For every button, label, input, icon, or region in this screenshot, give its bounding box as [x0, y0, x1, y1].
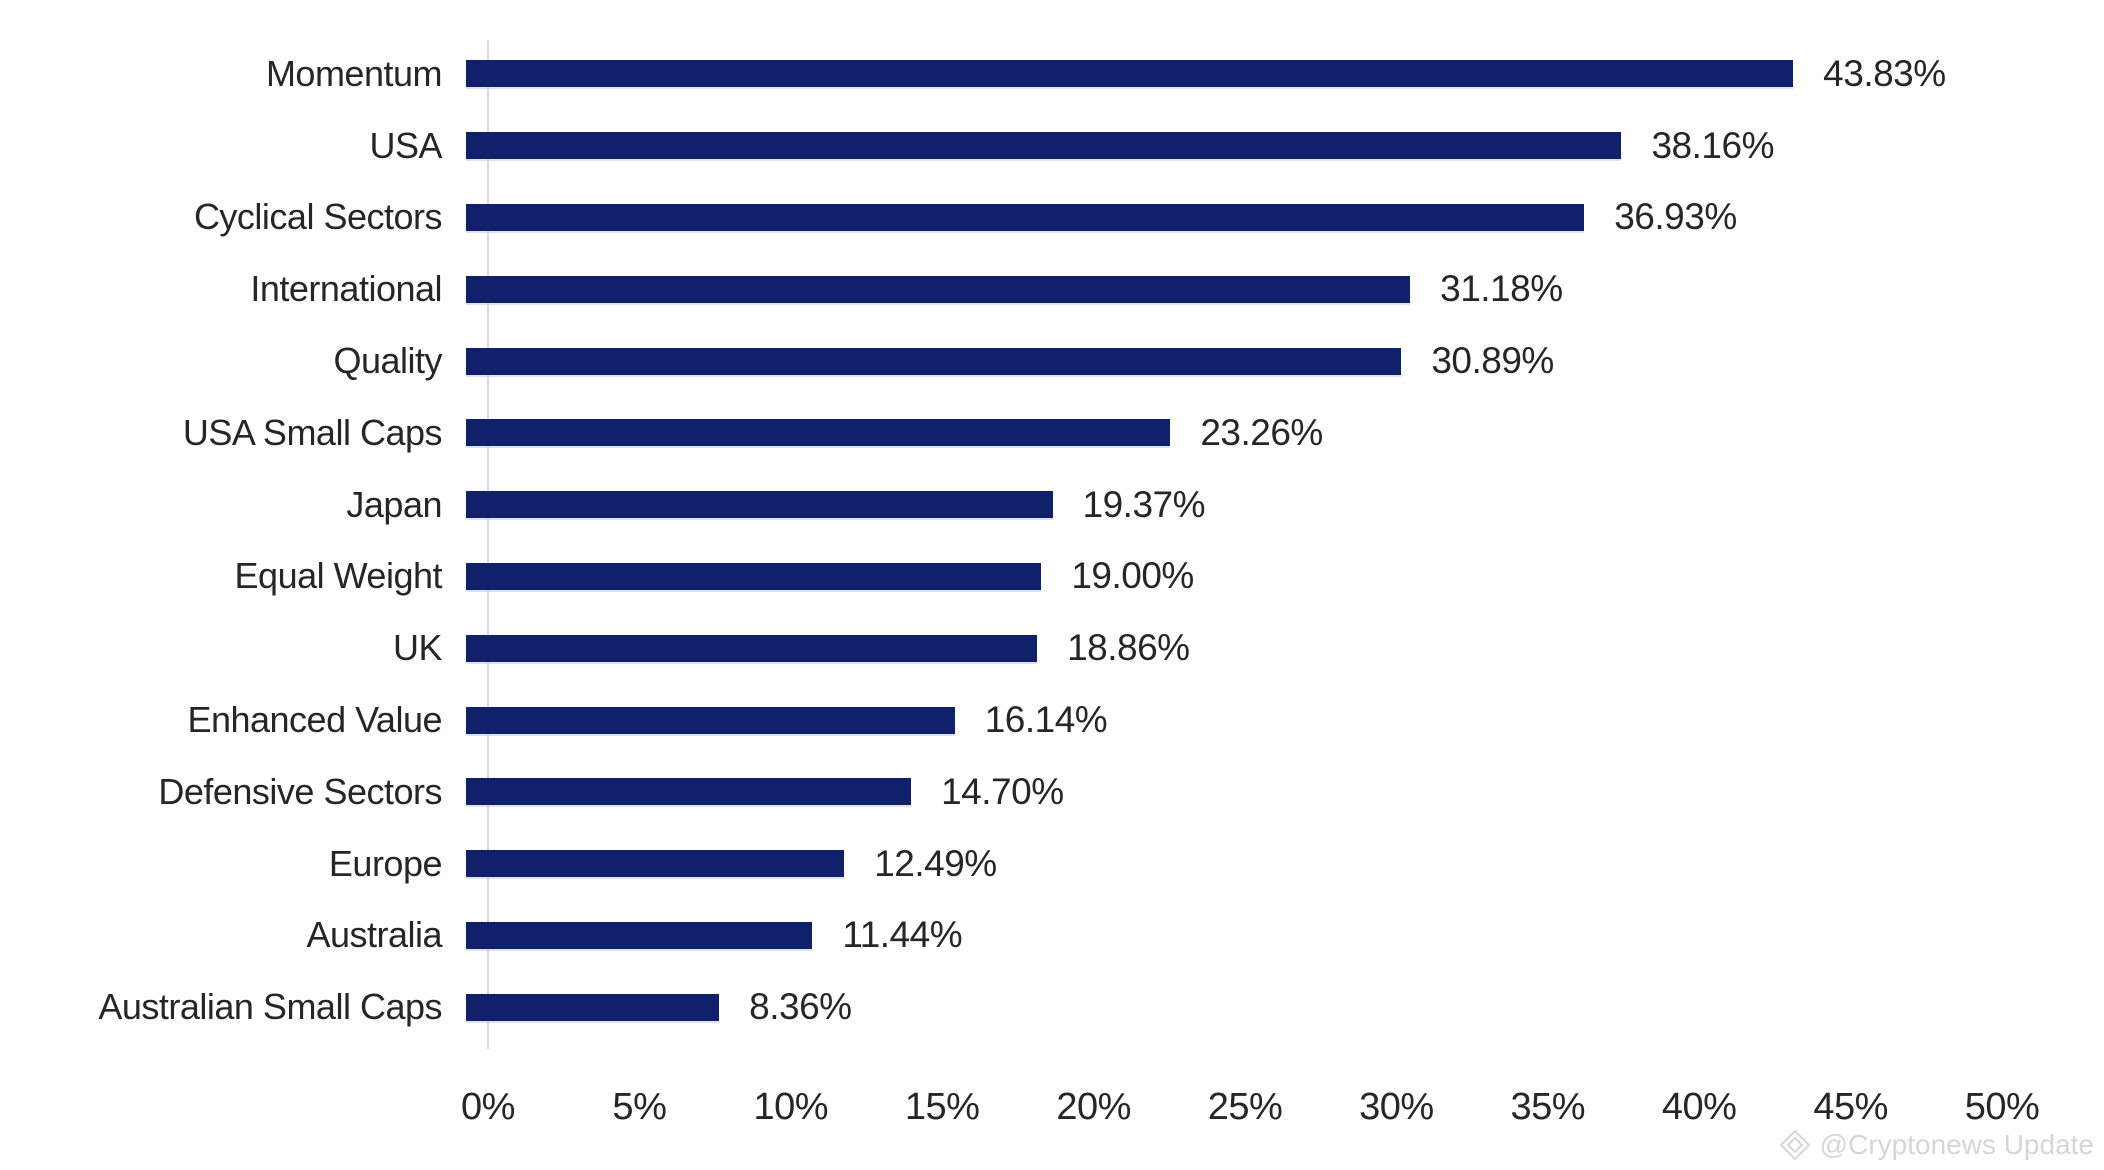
value-label: 14.70%: [941, 770, 1064, 812]
value-label: 12.49%: [874, 842, 997, 884]
watermark: @Cryptonews Update: [1778, 1128, 2094, 1162]
chart-row: Australia 11.44%: [0, 900, 2104, 972]
category-label: USA Small Caps: [182, 411, 443, 453]
category-label: UK: [392, 627, 443, 669]
x-tick-label: 10%: [753, 1086, 829, 1128]
chart-row: Europe 12.49%: [0, 828, 2104, 900]
value-label: 19.00%: [1071, 555, 1194, 597]
value-label: 38.16%: [1651, 124, 1774, 166]
bar-area: 11.44%: [466, 900, 1980, 972]
bar-area: 30.89%: [466, 325, 1980, 397]
bar-area: 14.70%: [466, 756, 1980, 828]
x-tick-label: 50%: [1964, 1086, 2040, 1128]
value-label: 31.18%: [1440, 268, 1563, 310]
value-label: 18.86%: [1067, 627, 1190, 669]
x-tick-label: 25%: [1207, 1086, 1283, 1128]
category-label: Cyclical Sectors: [193, 196, 443, 238]
chart-rows: Momentum 43.83% USA 38.16% Cyclical Sectors 3…: [0, 38, 2104, 1043]
category-label: Japan: [346, 483, 442, 525]
chart-row: Momentum 43.83%: [0, 38, 2104, 110]
chart-row: USA Small Caps 23.26%: [0, 397, 2104, 469]
category-label: Momentum: [265, 52, 443, 94]
x-axis: 0% 5% 10% 15% 20% 25% 30% 35% 40% 45% 50%: [461, 1086, 2040, 1146]
category-label: Quality: [333, 340, 442, 382]
watermark-text: @Cryptonews Update: [1819, 1129, 2094, 1160]
chart-row: Enhanced Value 16.14%: [0, 684, 2104, 756]
value-label: 19.37%: [1082, 483, 1206, 525]
chart-row: Defensive Sectors 14.70%: [0, 756, 2104, 828]
bar-area: 18.86%: [466, 612, 1980, 684]
category-label: Enhanced Value: [187, 699, 442, 741]
bar: [466, 778, 912, 806]
chart-row: UK 18.86%: [0, 612, 2104, 684]
chart-row: Japan 19.37%: [0, 469, 2104, 541]
bar: [466, 203, 1585, 231]
category-label: Australia: [306, 914, 442, 956]
diamond-icon: [1778, 1128, 1812, 1162]
category-label: Europe: [328, 842, 443, 884]
bar-area: 38.16%: [466, 110, 1980, 182]
bar: [466, 634, 1038, 662]
bar-area: 31.18%: [466, 253, 1980, 325]
chart-row: International 31.18%: [0, 253, 2104, 325]
value-label: 43.83%: [1823, 52, 1946, 94]
bar: [466, 993, 720, 1021]
bar-area: 16.14%: [466, 684, 1980, 756]
category-label: USA: [369, 124, 442, 166]
value-label: 36.93%: [1614, 196, 1737, 238]
bar: [466, 347, 1402, 375]
bar: [466, 275, 1411, 303]
chart-row: Australian Small Caps 8.36%: [0, 971, 2104, 1043]
chart-row: Equal Weight 19.00%: [0, 541, 2104, 613]
category-label: Equal Weight: [234, 555, 443, 597]
x-tick-label: 15%: [904, 1086, 980, 1128]
x-tick-label: 5%: [612, 1086, 667, 1128]
x-tick-label: 0%: [461, 1086, 515, 1128]
bar: [466, 921, 813, 949]
y-axis-line: [487, 40, 489, 1049]
category-label: Australian Small Caps: [98, 986, 442, 1028]
value-label: 23.26%: [1200, 411, 1323, 453]
bar-area: 8.36%: [466, 971, 1980, 1043]
bar-area: 12.49%: [466, 828, 1980, 900]
category-label: International: [250, 268, 442, 310]
bar: [466, 132, 1622, 160]
chart-row: USA 38.16%: [0, 110, 2104, 182]
category-label: Defensive Sectors: [158, 770, 442, 812]
bar: [466, 706, 955, 734]
value-label: 8.36%: [749, 986, 852, 1028]
bar: [466, 850, 845, 878]
bar: [466, 60, 1794, 88]
bar-area: 19.37%: [466, 469, 1980, 541]
bar: [466, 491, 1053, 519]
x-tick-label: 20%: [1056, 1086, 1131, 1128]
value-label: 16.14%: [984, 699, 1108, 741]
x-tick-label: 35%: [1510, 1086, 1586, 1128]
bar-area: 19.00%: [466, 541, 1980, 613]
bar-area: 36.93%: [466, 182, 1980, 254]
bar-area: 43.83%: [466, 38, 1980, 110]
bar: [466, 562, 1042, 590]
chart-row: Cyclical Sectors 36.93%: [0, 182, 2104, 254]
x-tick-label: 30%: [1359, 1086, 1434, 1128]
bar: [466, 419, 1171, 447]
value-label: 11.44%: [842, 914, 963, 956]
value-label: 30.89%: [1431, 340, 1554, 382]
x-tick-label: 45%: [1813, 1086, 1888, 1128]
x-tick-label: 40%: [1661, 1086, 1737, 1128]
chart-row: Quality 30.89%: [0, 325, 2104, 397]
bar-area: 23.26%: [466, 397, 1980, 469]
